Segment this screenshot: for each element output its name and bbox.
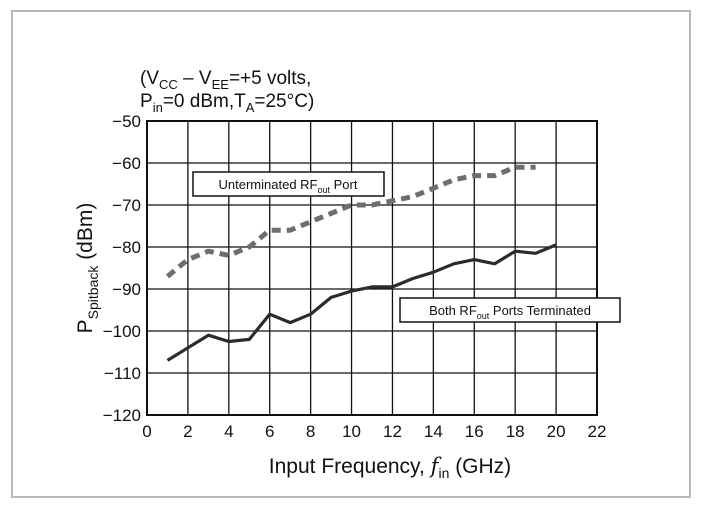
y-tick-label: −100 bbox=[103, 322, 141, 341]
x-tick-label: 12 bbox=[383, 422, 402, 441]
x-tick-label: 10 bbox=[342, 422, 361, 441]
label-box-unterminated: Unterminated RFout Port bbox=[192, 171, 385, 197]
series-line-terminated bbox=[166, 243, 557, 362]
y-tick-label: −90 bbox=[112, 280, 141, 299]
x-tick-label: 2 bbox=[183, 422, 192, 441]
y-tick-label: −120 bbox=[103, 406, 141, 425]
x-tick-label: 8 bbox=[306, 422, 315, 441]
x-axis-label: Input Frequency, fin (GHz) bbox=[269, 454, 511, 481]
label-terminated-text: Both RFout Ports Terminated bbox=[429, 303, 591, 321]
conditions-line-1: (VCC – VEE=+5 volts, bbox=[140, 68, 311, 92]
y-tick-label: −70 bbox=[112, 196, 141, 215]
tick-labels: 0 2 4 6 8 10 12 14 16 18 20 22 −50 −60 −70 −80 −90 −100 −1… bbox=[103, 112, 607, 441]
x-tick-label: 14 bbox=[424, 422, 443, 441]
x-tick-label: 6 bbox=[265, 422, 274, 441]
y-tick-label: −110 bbox=[104, 364, 141, 383]
x-tick-label: 22 bbox=[588, 422, 607, 441]
label-unterminated-text: Unterminated RFout Port bbox=[219, 177, 358, 195]
grid bbox=[147, 121, 597, 415]
x-tick-label: 20 bbox=[547, 422, 566, 441]
x-tick-label: 0 bbox=[142, 422, 151, 441]
y-tick-label: −50 bbox=[112, 112, 141, 131]
label-box-terminated: Both RFout Ports Terminated bbox=[399, 297, 621, 323]
series-lines bbox=[165, 164, 557, 362]
y-tick-label: −60 bbox=[112, 154, 141, 173]
series-line-unterminated bbox=[165, 164, 536, 279]
x-tick-label: 18 bbox=[506, 422, 525, 441]
y-axis-label: PSpitback (dBm) bbox=[74, 203, 101, 334]
conditions-line-2: Pin=0 dBm,TA=25°C) bbox=[140, 91, 314, 115]
y-tick-label: −80 bbox=[112, 238, 141, 257]
x-tick-label: 16 bbox=[465, 422, 484, 441]
plot-area bbox=[146, 120, 598, 416]
x-tick-label: 4 bbox=[224, 422, 233, 441]
